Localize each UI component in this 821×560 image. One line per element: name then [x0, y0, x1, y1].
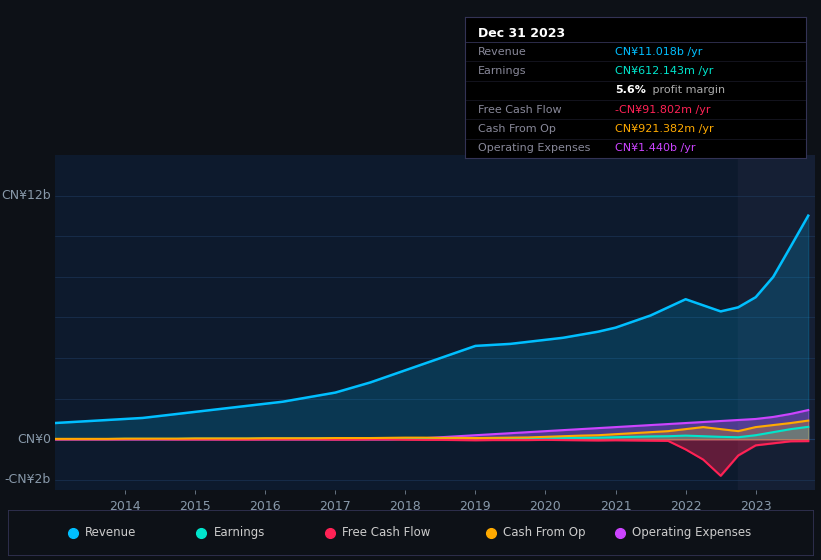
Text: Revenue: Revenue	[479, 47, 527, 57]
Text: CN¥612.143m /yr: CN¥612.143m /yr	[615, 66, 713, 76]
Text: Revenue: Revenue	[85, 526, 136, 539]
Text: Earnings: Earnings	[213, 526, 264, 539]
Text: Cash From Op: Cash From Op	[479, 124, 556, 134]
Text: CN¥921.382m /yr: CN¥921.382m /yr	[615, 124, 713, 134]
Text: CN¥1.440b /yr: CN¥1.440b /yr	[615, 143, 695, 153]
Text: Operating Expenses: Operating Expenses	[479, 143, 591, 153]
Text: Cash From Op: Cash From Op	[503, 526, 585, 539]
Text: profit margin: profit margin	[649, 86, 725, 95]
Bar	[738, 155, 815, 490]
Text: Operating Expenses: Operating Expenses	[632, 526, 751, 539]
Text: CN¥11.018b /yr: CN¥11.018b /yr	[615, 47, 702, 57]
Text: Free Cash Flow: Free Cash Flow	[342, 526, 430, 539]
Text: CN¥12b: CN¥12b	[2, 189, 51, 202]
Text: Dec 31 2023: Dec 31 2023	[479, 27, 566, 40]
Text: Free Cash Flow: Free Cash Flow	[479, 105, 562, 115]
Text: -CN¥2b: -CN¥2b	[5, 473, 51, 486]
Text: 5.6%: 5.6%	[615, 86, 646, 95]
Text: -CN¥91.802m /yr: -CN¥91.802m /yr	[615, 105, 710, 115]
Text: Earnings: Earnings	[479, 66, 527, 76]
Text: CN¥0: CN¥0	[17, 433, 51, 446]
